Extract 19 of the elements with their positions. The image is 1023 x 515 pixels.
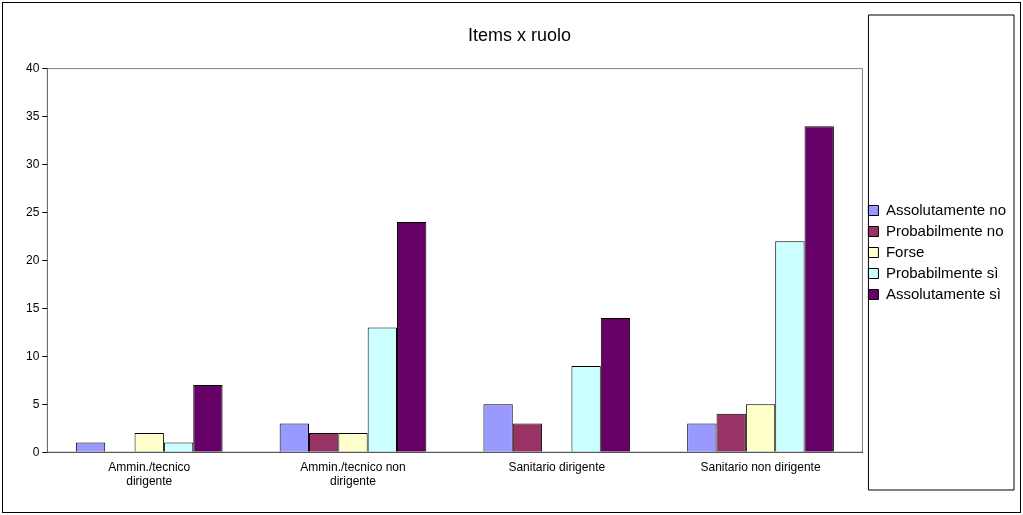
y-tick-label: 10 xyxy=(25,348,40,363)
legend-label: Assolutamente sì xyxy=(885,284,1001,302)
y-tick-label: 40 xyxy=(25,60,40,75)
chart-title: Items x ruolo xyxy=(467,24,572,45)
x-tick-label: Sanitario non dirigente xyxy=(700,459,821,474)
x-tick-label: Sanitario dirigente xyxy=(508,459,606,474)
legend-label: Probabilmente no xyxy=(885,221,1004,239)
y-tick-label: 25 xyxy=(25,204,40,219)
y-tick-label: 35 xyxy=(25,108,40,123)
legend-label: Forse xyxy=(885,242,925,260)
y-tick-label: 30 xyxy=(25,156,40,171)
x-tick-label: Ammin./tecnico dirigente xyxy=(108,459,191,489)
x-tick-label: Ammin./tecnico non dirigente xyxy=(300,459,406,489)
y-tick-label: 20 xyxy=(25,252,40,267)
y-tick-label: 15 xyxy=(25,300,40,315)
legend-label: Probabilmente sì xyxy=(885,263,999,281)
y-tick-label: 0 xyxy=(32,444,40,459)
legend-label: Assolutamente no xyxy=(885,200,1006,218)
y-tick-label: 5 xyxy=(32,396,40,411)
